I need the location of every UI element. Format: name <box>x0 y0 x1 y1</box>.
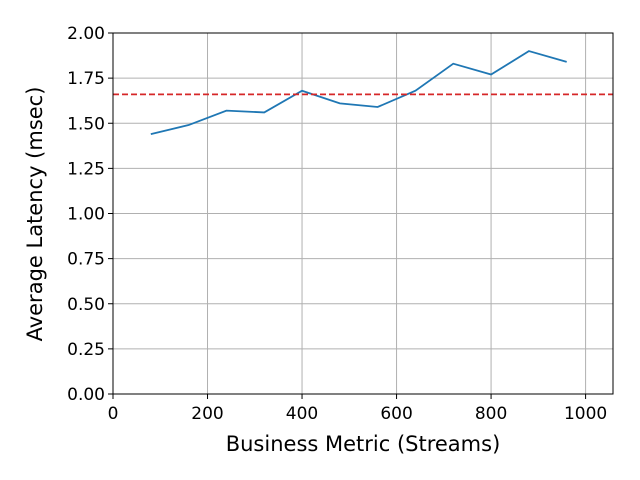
x-tick-label: 400 <box>286 404 318 424</box>
x-tick-label: 0 <box>108 404 119 424</box>
y-tick-label: 0.75 <box>67 250 105 270</box>
x-tick-label: 1000 <box>564 404 607 424</box>
x-tick-label: 800 <box>475 404 507 424</box>
data-line <box>150 50 567 135</box>
x-axis-label: Business Metric (Streams) <box>226 432 501 456</box>
y-tick-label: 1.25 <box>67 159 105 179</box>
y-axis-label: Average Latency (msec) <box>23 87 47 342</box>
plot-frame <box>112 32 614 395</box>
x-tick-label: 600 <box>380 404 412 424</box>
y-tick-label: 0.50 <box>67 295 105 315</box>
x-tick-label: 200 <box>191 404 223 424</box>
y-tick-label: 1.75 <box>67 69 105 89</box>
y-tick-label: 0.00 <box>67 385 105 405</box>
y-tick-label: 0.25 <box>67 340 105 360</box>
y-tick-label: 1.50 <box>67 114 105 134</box>
y-tick-label: 1.00 <box>67 205 105 225</box>
y-tick-label: 2.00 <box>67 24 105 44</box>
